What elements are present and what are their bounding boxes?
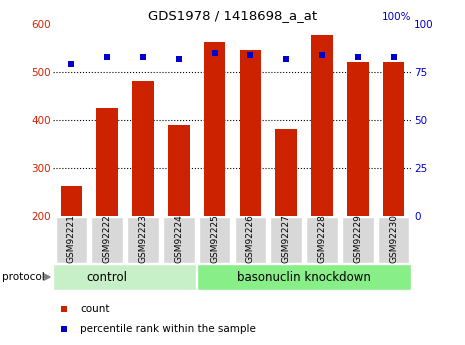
Text: 100%: 100% (382, 12, 412, 22)
Point (282, 56, 290, 61)
Point (326, 23, 334, 28)
Point (318, 52, 325, 58)
Bar (163, 217, 194, 264)
Text: GSM92223: GSM92223 (139, 214, 147, 263)
Text: control: control (86, 271, 128, 284)
Bar (199, 217, 230, 264)
Point (326, 202, 334, 208)
Point (246, 52, 254, 58)
Text: GSM92229: GSM92229 (353, 214, 362, 263)
Text: protocol: protocol (2, 273, 45, 282)
Text: GSM92221: GSM92221 (67, 214, 76, 263)
Bar (56, 217, 87, 264)
Point (211, 50, 218, 56)
Point (67, 62, 75, 67)
Bar (92, 217, 123, 264)
Bar (96, 108, 118, 216)
Bar (275, 129, 297, 216)
Point (139, 54, 146, 59)
Point (390, 54, 397, 59)
Text: GSM92227: GSM92227 (282, 214, 291, 263)
Bar (132, 81, 154, 216)
Text: GSM92224: GSM92224 (174, 215, 183, 263)
Point (354, 54, 361, 59)
Bar (204, 42, 226, 216)
Bar (127, 217, 159, 264)
Bar (53, 264, 196, 290)
Bar (239, 50, 261, 216)
Bar (60, 186, 82, 216)
Bar (342, 217, 373, 264)
Point (103, 54, 111, 59)
Bar (383, 62, 405, 216)
Text: GDS1978 / 1418698_a_at: GDS1978 / 1418698_a_at (148, 9, 317, 22)
Bar (306, 217, 338, 264)
Bar (271, 217, 302, 264)
Text: GSM92222: GSM92222 (103, 215, 112, 263)
Bar (197, 264, 411, 290)
Text: count: count (80, 304, 110, 314)
Text: percentile rank within the sample: percentile rank within the sample (80, 324, 256, 334)
Bar (235, 217, 266, 264)
Text: GSM92228: GSM92228 (318, 214, 326, 263)
Bar (168, 125, 190, 216)
Text: GSM92230: GSM92230 (389, 214, 398, 263)
Text: GSM92226: GSM92226 (246, 214, 255, 263)
Bar (311, 35, 333, 216)
Point (175, 56, 182, 61)
Bar (347, 62, 369, 216)
Text: GSM92225: GSM92225 (210, 214, 219, 263)
Bar (378, 217, 409, 264)
Text: basonuclin knockdown: basonuclin knockdown (237, 271, 371, 284)
